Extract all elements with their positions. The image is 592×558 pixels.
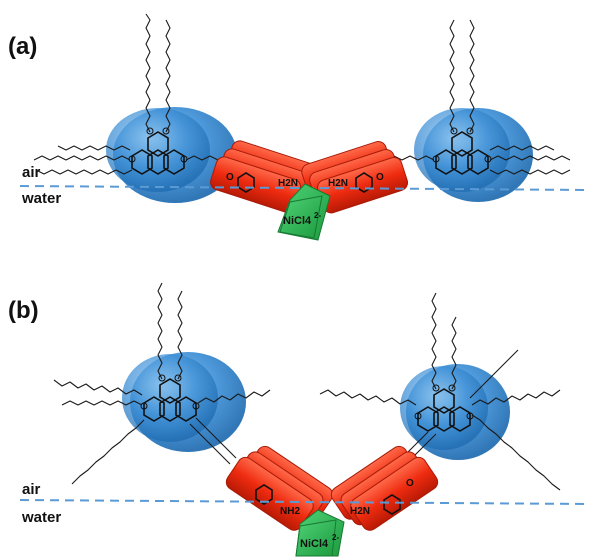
- panel-a-right-discotic: [369, 19, 571, 202]
- panel-a: (a) air water: [8, 13, 589, 241]
- discotic-core-disc: [122, 354, 218, 442]
- panel-a-salt-charge: 2-: [314, 211, 321, 220]
- panel-b-air-label: air: [22, 481, 41, 498]
- panel-b-left-phenyl: NH2: [255, 484, 300, 517]
- panel-a-left-discotic: [33, 13, 251, 203]
- alkyl-chain: [197, 389, 271, 404]
- tether-chain: [195, 417, 237, 459]
- discotic-core-disc: [400, 366, 488, 450]
- alkyl-chain: [61, 400, 143, 406]
- panel-a-label: (a): [8, 33, 37, 60]
- alkyl-chain: [431, 292, 437, 390]
- alkyl-chain: [469, 19, 475, 133]
- panel-a-air-label: air: [22, 164, 41, 181]
- alkyl-chain: [489, 155, 571, 161]
- panel-a-salt-block: NiCl4 2-: [277, 183, 331, 241]
- triphenylene-core: [417, 388, 471, 432]
- panel-b-ammonium-left: NH2: [280, 506, 300, 517]
- panel-a-salt-label: NiCl4: [283, 215, 312, 227]
- panel-a-water-label: water: [21, 190, 61, 207]
- alkyl-chain: [157, 282, 163, 380]
- triphenylene-core: [131, 131, 185, 175]
- panel-b-ammonium-right: H2N: [350, 506, 370, 517]
- alkyl-chain: [489, 169, 571, 175]
- panel-b-water-label: water: [21, 509, 61, 526]
- panel-b-salt-label: NiCl4: [300, 538, 329, 550]
- panel-a-right-phenyl: O H2N: [328, 172, 384, 193]
- panel-b-right-phenyl: O H2N: [350, 478, 414, 517]
- panel-a-right-spacers: [301, 141, 409, 214]
- alkyl-chain: [469, 349, 519, 399]
- panel-b-salt-charge: 2-: [332, 533, 339, 542]
- alkyl-chain: [471, 414, 561, 491]
- panel-b-right-spacers: [330, 445, 439, 531]
- panel-a-air-water-interface: [19, 185, 589, 191]
- alkyl-chain: [35, 169, 133, 175]
- panel-b-salt-block: NiCl4 2-: [295, 509, 345, 557]
- alkyl-chain: [71, 419, 145, 485]
- alkyl-chain: [57, 145, 131, 151]
- alkyl-chain: [53, 379, 143, 396]
- alkyl-chain: [145, 13, 151, 133]
- panel-b-right-discotic: [319, 292, 561, 491]
- panel-b-left-discotic: [53, 282, 271, 485]
- panel-b-label: (b): [8, 297, 39, 324]
- alkyl-chain: [33, 155, 131, 161]
- alkyl-chain: [489, 145, 555, 151]
- alkyl-chain: [319, 389, 417, 406]
- oxygen-label: O: [226, 172, 234, 183]
- alkyl-chain: [451, 316, 457, 390]
- tether-chain: [189, 423, 231, 465]
- alkyl-chain: [471, 389, 561, 406]
- oxygen-label: O: [406, 478, 414, 489]
- alkyl-chain: [177, 290, 183, 380]
- triphenylene-core: [435, 131, 489, 175]
- panel-b-air-water-interface: [19, 499, 589, 505]
- oxygen-label: O: [376, 172, 384, 183]
- alkyl-chain: [165, 19, 171, 133]
- triphenylene-core: [143, 378, 197, 422]
- panel-a-ammonium-right: H2N: [328, 178, 348, 189]
- panel-a-ammonium-left: H2N: [278, 178, 298, 189]
- alkyl-chain: [449, 19, 455, 133]
- panel-b: (b) air water: [8, 282, 589, 557]
